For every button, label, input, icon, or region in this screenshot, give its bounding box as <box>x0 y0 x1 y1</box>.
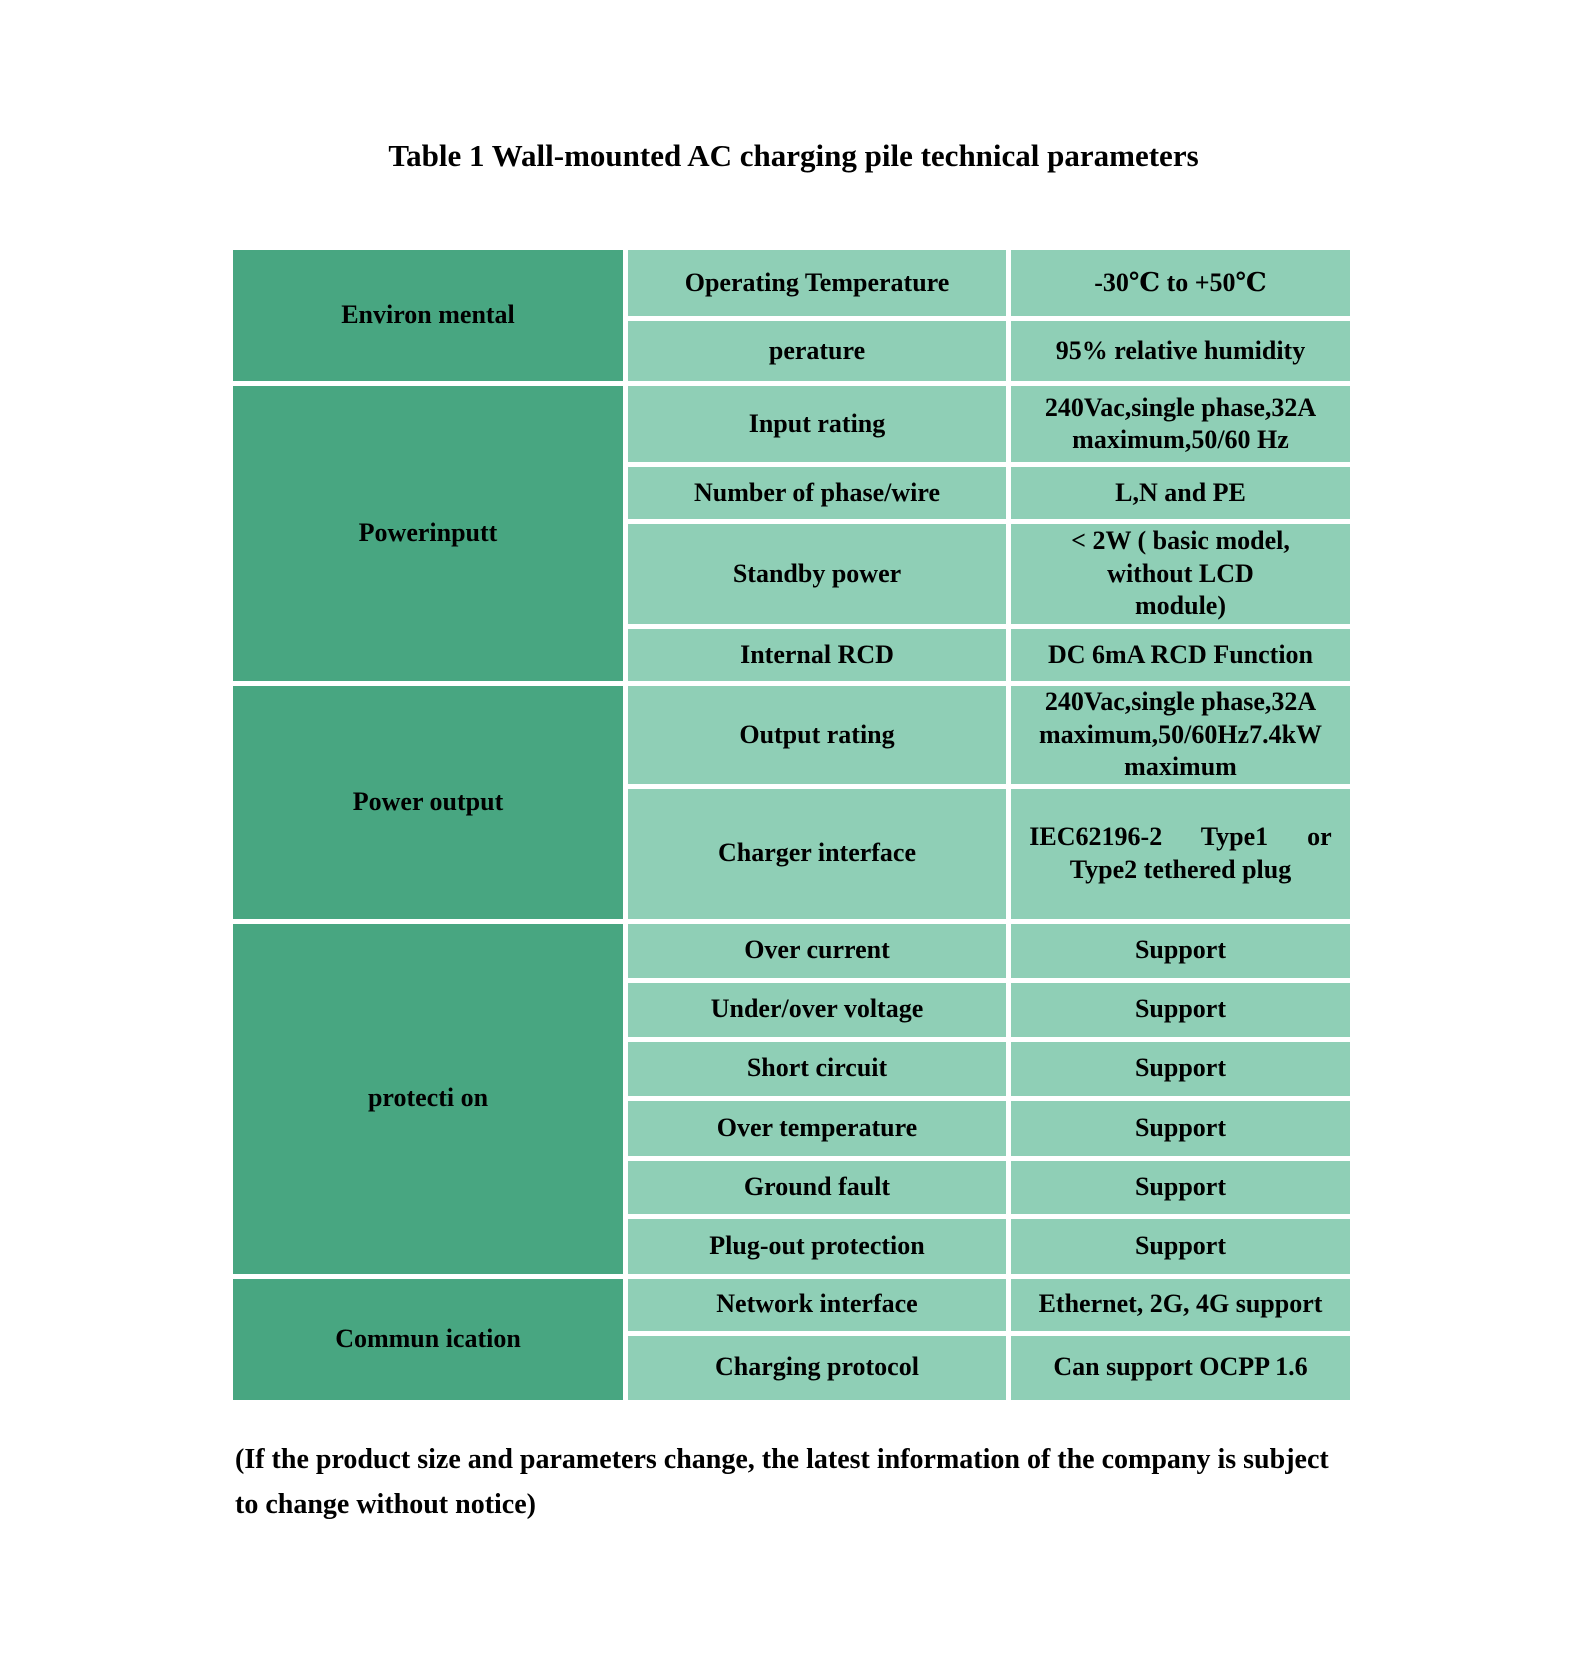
category-cell-protection: protecti on <box>233 923 623 1274</box>
parameter-cell: Input rating <box>628 386 1006 462</box>
table-row: Powerinputt Input rating 240Vac,single p… <box>233 386 1350 681</box>
parameter-cell: Over temperature <box>628 1100 1006 1156</box>
table-row: Under/over voltage Support <box>233 982 1350 1037</box>
parameter-cell: Standby power <box>628 524 1006 624</box>
table-row: Ground fault Support <box>233 1160 1350 1214</box>
table-row: Over temperature Support <box>233 1100 1350 1156</box>
parameter-cell: Under/over voltage <box>628 982 1006 1037</box>
category-cell-power-input: Powerinputt <box>233 386 623 681</box>
value-cell: IEC62196-2 Type1 or Type2 tethered plug <box>1011 788 1350 919</box>
category-cell-communication: Commun ication <box>233 1278 623 1400</box>
value-cell: Support <box>1011 923 1350 978</box>
value-cell: Can support OCPP 1.6 <box>1011 1335 1350 1400</box>
parameter-cell: Number of phase/wire <box>628 467 1006 519</box>
value-cell: 240Vac,single phase,32A maximum,50/60 Hz <box>1011 386 1350 462</box>
table-row: Commun ication Network interface Etherne… <box>233 1278 1350 1400</box>
table-row: Power output Output rating 240Vac,single… <box>233 686 1350 919</box>
table-row: protecti on Over current Support <box>233 923 1350 1274</box>
parameter-cell: Ground fault <box>628 1160 1006 1214</box>
value-cell: DC 6mA RCD Function <box>1011 629 1350 681</box>
value-cell: Support <box>1011 1160 1350 1214</box>
value-cell: 240Vac,single phase,32A maximum,50/60Hz7… <box>1011 686 1350 784</box>
parameter-cell: Output rating <box>628 686 1006 784</box>
value-cell: Support <box>1011 982 1350 1037</box>
parameter-cell: Internal RCD <box>628 629 1006 681</box>
value-cell: Support <box>1011 1041 1350 1096</box>
parameter-cell: Network interface <box>628 1278 1006 1331</box>
value-cell: -30℃ to +50℃ <box>1011 250 1350 316</box>
parameter-cell: Over current <box>628 923 1006 978</box>
table-row: Plug-out protection Support <box>233 1218 1350 1274</box>
value-cell: Ethernet, 2G, 4G support <box>1011 1278 1350 1331</box>
value-cell: Support <box>1011 1100 1350 1156</box>
table-row: perature 95% relative humidity <box>233 321 1350 381</box>
table-row: Number of phase/wire L,N and PE <box>233 467 1350 519</box>
parameter-cell: perature <box>628 321 1006 381</box>
parameter-cell: Short circuit <box>628 1041 1006 1096</box>
parameter-cell: Plug-out protection <box>628 1218 1006 1274</box>
table-row: Charger interface IEC62196-2 Type1 or Ty… <box>233 788 1350 919</box>
value-cell: L,N and PE <box>1011 467 1350 519</box>
category-cell-power-output: Power output <box>233 686 623 919</box>
parameter-cell: Charging protocol <box>628 1335 1006 1400</box>
category-cell-environmental: Environ mental <box>233 250 623 381</box>
table-row: Charging protocol Can support OCPP 1.6 <box>233 1335 1350 1400</box>
parameters-table: Environ mental Operating Temperature -30… <box>228 245 1355 1405</box>
value-cell: 95% relative humidity <box>1011 321 1350 381</box>
table-row: Internal RCD DC 6mA RCD Function <box>233 629 1350 681</box>
value-cell: < 2W ( basic model, without LCD module) <box>1011 524 1350 624</box>
table-row: Standby power < 2W ( basic model, withou… <box>233 524 1350 624</box>
table-row: Short circuit Support <box>233 1041 1350 1096</box>
table-row: Environ mental Operating Temperature -30… <box>233 250 1350 381</box>
parameter-cell: Charger interface <box>628 788 1006 919</box>
parameter-cell: Operating Temperature <box>628 250 1006 316</box>
value-cell: Support <box>1011 1218 1350 1274</box>
footer-note: (If the product size and parameters chan… <box>235 1444 1329 1520</box>
document-title: Table 1 Wall-mounted AC charging pile te… <box>388 138 1199 173</box>
